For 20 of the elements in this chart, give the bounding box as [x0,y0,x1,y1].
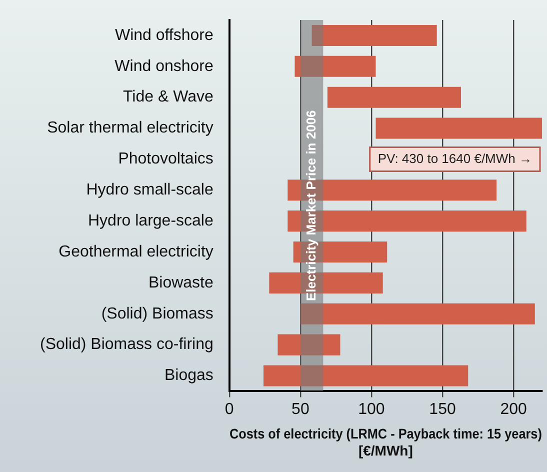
annotation: PV: 430 to 1640 €/MWh → [378,150,532,166]
y-tick-label: Geothermal electricity [58,243,214,260]
y-tick-label: (Solid) Biomass [101,305,214,322]
x-tick-label: 100 [358,401,385,418]
y-tick-label: Photovoltaics [118,150,214,168]
y-tick-label: Wind onshore [114,58,214,75]
y-tick-label: (Solid) Biomass co-firing [40,336,214,354]
x-tick-label: 50 [292,401,310,418]
y-tick-label: Solar thermal electricity [47,120,214,137]
y-tick-label: Tide & Wave [122,88,214,106]
x-tick-label: 200 [500,401,528,418]
x-axis-title: Costs of electricity (LRMC - Payback time: 15 years) [€/MWh] [229,426,542,458]
y-tick-label: Hydro small-scale [86,182,214,199]
x-tick-label: 0 [224,401,234,418]
band-label: Electricity Market Price in 2006 [303,110,318,301]
y-tick-label: Hydro large-scale [88,212,214,230]
y-tick-label: Biogas [164,367,214,384]
y-tick-label: Biowaste [148,274,214,292]
x-tick-label: 150 [429,401,456,418]
y-tick-label: Wind offshore [114,26,214,44]
